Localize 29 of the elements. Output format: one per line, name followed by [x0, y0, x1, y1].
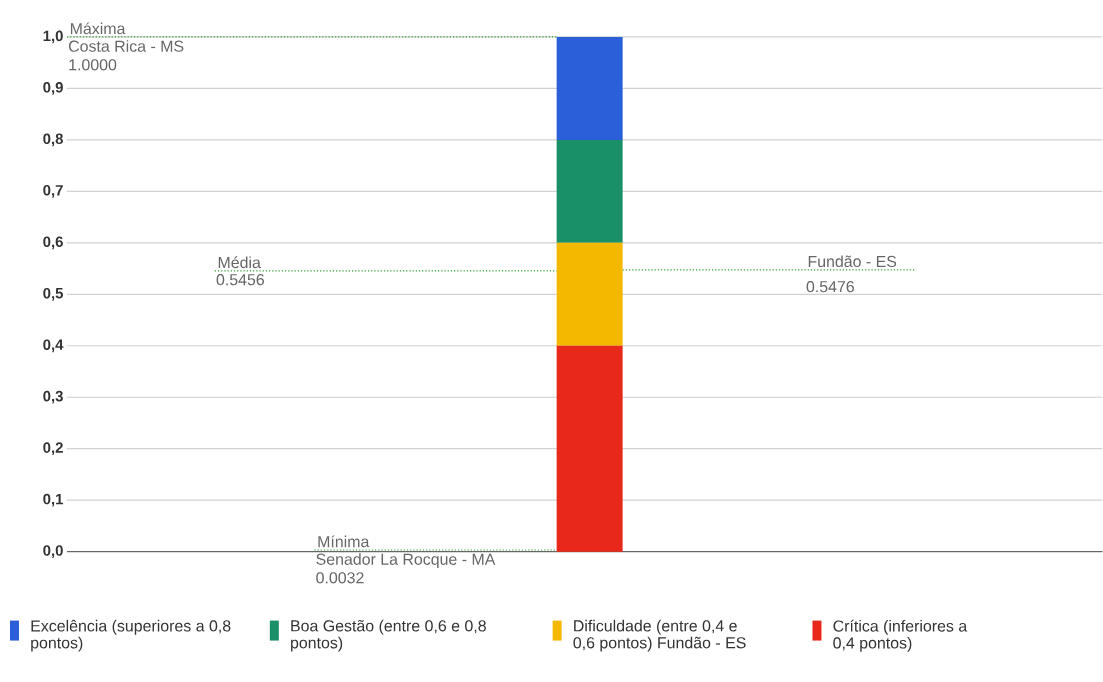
ref-line-label: Fundão - ES	[808, 255, 897, 268]
legend-label: Dificuldade (entre 0,4 e 0,6 pontos) Fundão - ES	[573, 620, 746, 652]
ref-line-label: Máxima	[70, 22, 126, 35]
annotation: Senador La Rocque - MA	[316, 553, 496, 569]
bar	[556, 37, 623, 141]
y-tick-label: 0,8	[43, 133, 63, 147]
y-tick-label: 0,4	[43, 339, 64, 353]
annotation: 0.5456	[216, 274, 264, 286]
ref-line-label: Mínima	[318, 535, 370, 548]
y-tick-label: 0,7	[43, 185, 63, 198]
legend-label: Excelência (superiores a 0,8 pontos)	[31, 620, 231, 652]
y-tick-label: 0,9	[43, 82, 63, 96]
bar	[556, 140, 623, 244]
y-tick-label: 0,3	[43, 391, 63, 404]
y-tick-label: 0,5	[43, 288, 64, 301]
bar	[556, 345, 623, 552]
legend-label: Boa Gestão (entre 0,6 e 0,8 pontos)	[291, 620, 486, 652]
annotation: 1.0000	[69, 59, 117, 71]
bar	[556, 243, 623, 346]
y-tick-label: 0,1	[43, 494, 64, 507]
annotation: 0.5476	[806, 281, 854, 293]
legend-label: Crítica (inferiores a 0,4 pontos)	[833, 620, 968, 652]
y-tick-label: 0,0	[43, 545, 63, 559]
ref-line-label: Média	[218, 256, 261, 269]
y-tick-label: 0,6	[43, 236, 63, 250]
y-tick-label: 1,0	[43, 30, 63, 44]
y-tick-label: 0,2	[43, 442, 63, 456]
annotation: Costa Rica - MS	[68, 40, 184, 53]
annotation: 0.0032	[316, 572, 364, 584]
